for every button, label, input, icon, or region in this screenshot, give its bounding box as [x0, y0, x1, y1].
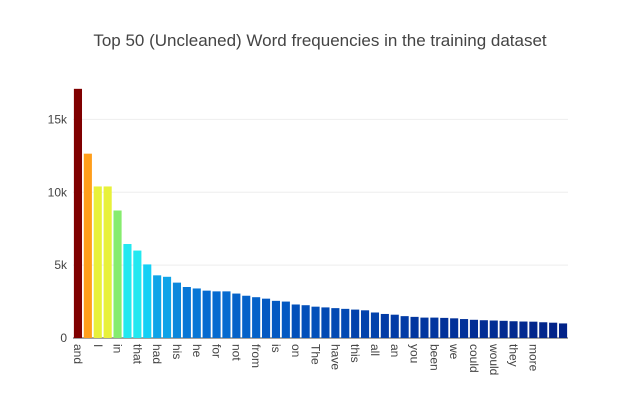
bar[interactable] — [153, 275, 162, 338]
bar[interactable] — [420, 317, 429, 338]
x-tick-label: not — [229, 344, 243, 361]
x-tick-label: we — [447, 343, 461, 360]
bar[interactable] — [390, 314, 399, 338]
bar[interactable] — [232, 293, 241, 338]
x-tick-label: that — [130, 344, 144, 365]
bar[interactable] — [133, 250, 142, 338]
bar[interactable] — [83, 153, 92, 338]
bar[interactable] — [351, 309, 360, 338]
x-tick-label: had — [150, 344, 164, 364]
x-tick-label: you — [408, 344, 422, 363]
x-tick-label: this — [348, 344, 362, 363]
x-tick-label: more — [526, 344, 540, 372]
x-tick-label: is — [269, 344, 283, 353]
bar[interactable] — [519, 321, 528, 338]
bar[interactable] — [192, 288, 201, 338]
bar[interactable] — [301, 305, 310, 338]
x-tick-label: an — [388, 344, 402, 357]
y-axis-ticks: 0 5k 10k 15k — [48, 112, 68, 345]
x-tick-label: in — [111, 344, 125, 353]
bar[interactable] — [469, 319, 479, 338]
bar[interactable] — [489, 320, 498, 338]
bar[interactable] — [291, 304, 300, 338]
bar[interactable] — [222, 291, 231, 338]
x-tick-label: on — [289, 344, 303, 357]
bar[interactable] — [459, 319, 469, 338]
bar[interactable] — [103, 186, 112, 338]
x-tick-label: for — [210, 344, 224, 358]
x-tick-label: all — [368, 344, 382, 356]
bar[interactable] — [172, 282, 182, 338]
bar[interactable] — [509, 321, 518, 338]
y-tick-label: 5k — [54, 258, 68, 272]
bar[interactable] — [341, 308, 350, 338]
y-tick-label: 0 — [60, 331, 67, 345]
x-tick-label: could — [467, 344, 481, 373]
x-tick-label: from — [249, 344, 263, 368]
bar[interactable] — [380, 313, 389, 338]
bar[interactable] — [549, 322, 558, 338]
x-tick-label: The — [309, 344, 323, 365]
bar[interactable] — [242, 295, 251, 338]
bars — [73, 88, 568, 339]
bar[interactable] — [93, 186, 102, 338]
bar[interactable] — [410, 316, 419, 338]
bar[interactable] — [311, 306, 320, 338]
bar[interactable] — [370, 312, 380, 339]
bar[interactable] — [143, 264, 152, 338]
x-tick-label: his — [170, 344, 184, 359]
bar[interactable] — [73, 88, 83, 338]
bar[interactable] — [281, 301, 290, 338]
bar[interactable] — [479, 320, 488, 338]
x-tick-label: have — [328, 344, 342, 370]
bar[interactable] — [261, 298, 271, 338]
bar[interactable] — [360, 310, 370, 338]
bar[interactable] — [440, 317, 449, 338]
x-tick-label: been — [427, 344, 441, 371]
x-tick-label: would — [487, 343, 501, 375]
x-tick-label: they — [507, 344, 521, 367]
y-tick-label: 10k — [48, 185, 68, 199]
x-tick-label: I — [91, 344, 105, 347]
bar[interactable] — [162, 276, 172, 338]
bar[interactable] — [202, 290, 211, 338]
bar[interactable] — [430, 317, 439, 338]
bar[interactable] — [182, 287, 191, 338]
bar[interactable] — [331, 308, 340, 338]
bar[interactable] — [450, 318, 459, 338]
bar[interactable] — [113, 210, 122, 339]
bar[interactable] — [212, 291, 221, 338]
bar[interactable] — [529, 321, 538, 338]
bar[interactable] — [123, 244, 132, 338]
bar[interactable] — [321, 307, 330, 338]
bar[interactable] — [539, 322, 548, 338]
y-tick-label: 15k — [48, 112, 68, 126]
bar[interactable] — [558, 323, 568, 338]
bar[interactable] — [271, 300, 281, 338]
bar[interactable] — [499, 320, 508, 338]
bar[interactable] — [400, 316, 409, 338]
bar[interactable] — [252, 297, 261, 338]
chart-title: Top 50 (Uncleaned) Word frequencies in t… — [93, 31, 547, 50]
x-tick-label: he — [190, 344, 204, 358]
x-tick-label: and — [71, 344, 85, 364]
